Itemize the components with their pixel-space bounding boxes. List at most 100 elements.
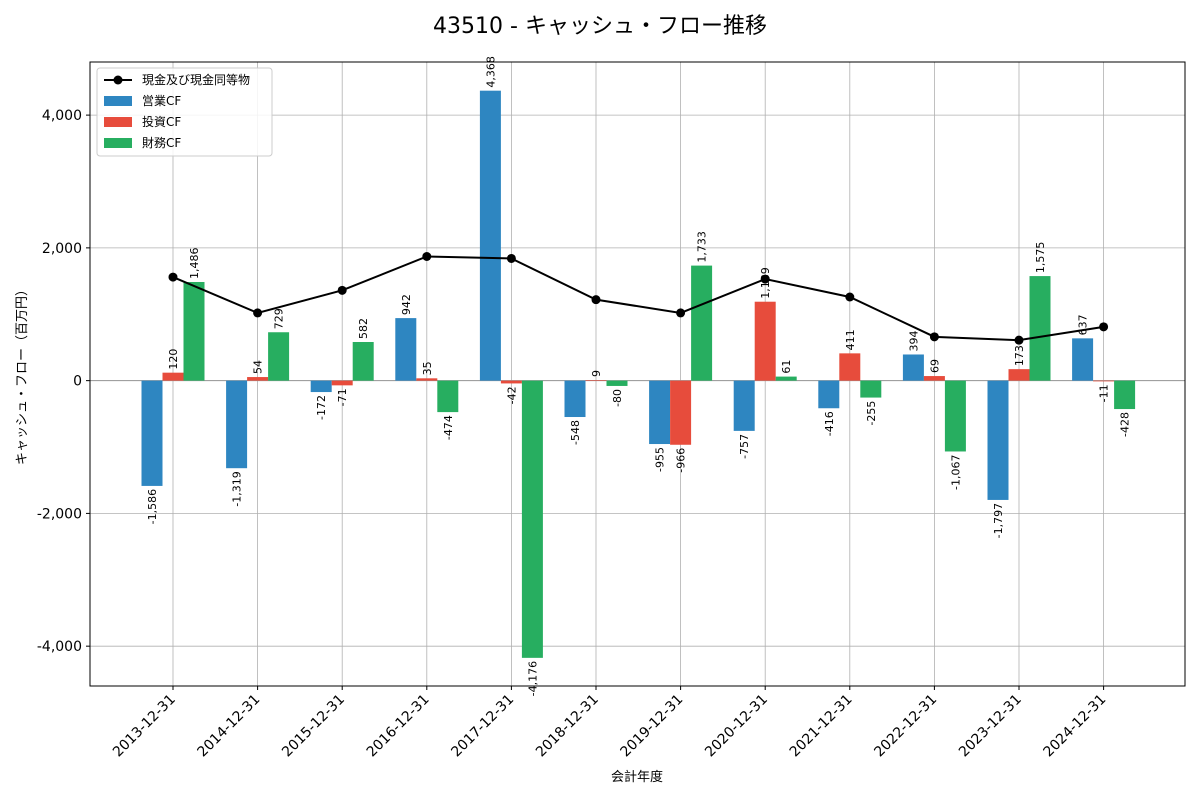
cash-line xyxy=(168,252,1109,345)
x-tick-label: 2013-12-31 xyxy=(110,692,179,761)
bar-data-label: -955 xyxy=(654,447,667,472)
bar-data-label: -11 xyxy=(1098,384,1111,402)
bar-投資CF xyxy=(247,377,269,381)
bar-data-label: -757 xyxy=(738,434,751,459)
bar-財務CF xyxy=(1114,380,1136,410)
bar-財務CF xyxy=(352,342,374,381)
cash-line-point xyxy=(929,332,939,342)
y-axis-label: キャッシュ・フロー（百万円） xyxy=(15,283,30,465)
cash-line-point xyxy=(506,253,516,263)
bar-data-label: -474 xyxy=(442,415,455,440)
cash-line-point xyxy=(591,295,601,305)
bar-営業CF xyxy=(226,380,248,469)
bar-data-label: 1,575 xyxy=(1034,242,1047,274)
bar-営業CF xyxy=(987,380,1009,500)
bar-data-label: 394 xyxy=(907,330,920,351)
bar-data-label: 173 xyxy=(1013,345,1026,366)
bar-投資CF xyxy=(754,301,776,381)
x-tick-label: 2019-12-31 xyxy=(618,692,687,761)
bar-営業CF xyxy=(902,354,924,381)
bar-data-label: -428 xyxy=(1119,412,1132,437)
bar-data-label: -1,067 xyxy=(949,454,962,489)
bar-営業CF xyxy=(564,380,586,418)
data-labels: -1,586 -1,319 -172 942 4,368 -548 -955 -757 -416… xyxy=(146,56,1132,696)
bar-財務CF xyxy=(691,265,713,381)
bar-data-label: 120 xyxy=(167,349,180,370)
x-tick-label: 2020-12-31 xyxy=(702,692,771,761)
x-tick-label: 2014-12-31 xyxy=(195,692,264,761)
bar-投資CF xyxy=(1093,380,1115,382)
bar-data-label: 35 xyxy=(421,361,434,375)
bar-投資CF xyxy=(1008,369,1030,381)
cash-line-point xyxy=(253,308,263,318)
x-tick-label: 2023-12-31 xyxy=(956,692,1025,761)
cash-line-point xyxy=(168,272,178,282)
bar-財務CF xyxy=(183,281,205,381)
y-tick-label: 4,000 xyxy=(42,108,82,124)
legend-line-marker xyxy=(113,75,123,85)
bar-data-label: -172 xyxy=(315,395,328,420)
bar-営業CF xyxy=(1072,338,1094,381)
x-tick-label: 2016-12-31 xyxy=(364,692,433,761)
bar-財務CF xyxy=(437,380,459,413)
bar-data-label: 69 xyxy=(928,359,941,373)
x-tick-label: 2018-12-31 xyxy=(533,692,602,761)
cash-line-path xyxy=(172,255,1104,342)
bar-財務CF xyxy=(944,380,966,452)
legend-box xyxy=(96,67,273,157)
legend-label: 営業CF xyxy=(142,94,181,108)
bar-投資CF xyxy=(839,353,861,381)
bar-営業CF xyxy=(395,318,417,381)
y-tick-label: -2,000 xyxy=(37,506,82,522)
bar-data-label: -1,319 xyxy=(231,471,244,506)
plot-frame xyxy=(89,61,1186,687)
cash-line-point xyxy=(760,274,770,284)
bar-data-label: 637 xyxy=(1077,314,1090,335)
y-tick-label: -4,000 xyxy=(37,639,82,655)
legend-label: 投資CF xyxy=(142,114,181,129)
bar-営業CF xyxy=(479,90,501,381)
bar-data-label: 1,733 xyxy=(696,231,709,263)
bar-営業CF xyxy=(818,380,840,409)
bar-営業CF xyxy=(141,380,163,486)
cash-line-point xyxy=(422,252,432,262)
cash-line-point xyxy=(676,308,686,318)
legend-label: 現金及び現金同等物 xyxy=(142,72,250,87)
bar-data-label: 942 xyxy=(400,294,413,315)
chart-title: 43510 - キャッシュ・フロー推移 xyxy=(433,14,767,39)
bar-data-label: 54 xyxy=(252,360,265,374)
cash-line-point xyxy=(845,292,855,302)
bar-data-label: 729 xyxy=(273,308,286,329)
x-tick-label: 2024-12-31 xyxy=(1041,692,1110,761)
cash-line-point xyxy=(1099,322,1109,332)
bar-data-label: -71 xyxy=(336,388,349,406)
legend-label: 財務CF xyxy=(142,135,181,150)
bar-data-label: 4,368 xyxy=(484,56,497,88)
bar-data-label: 1,486 xyxy=(188,247,201,279)
bar-data-label: -548 xyxy=(569,420,582,445)
x-tick-label: 2015-12-31 xyxy=(279,692,348,761)
bar-財務CF xyxy=(268,332,290,381)
bar-data-label: -42 xyxy=(505,386,518,404)
legend-bar-swatch xyxy=(104,138,132,148)
bar-財務CF xyxy=(521,380,543,658)
bar-投資CF xyxy=(923,376,945,381)
x-tick-label: 2021-12-31 xyxy=(787,692,856,761)
bar-data-label: 9 xyxy=(590,370,603,377)
bar-data-label: 1,189 xyxy=(759,267,772,299)
bar-財務CF xyxy=(1029,276,1051,381)
bar-営業CF xyxy=(649,380,671,445)
cash-line-point xyxy=(337,285,347,295)
legend-bar-swatch xyxy=(104,117,132,127)
y-tick-label: 2,000 xyxy=(42,241,82,257)
bar-data-label: -80 xyxy=(611,389,624,407)
bar-財務CF xyxy=(606,380,628,386)
x-axis-label: 会計年度 xyxy=(611,769,663,785)
bar-投資CF xyxy=(416,378,438,381)
bar-data-label: -966 xyxy=(675,448,688,473)
bar-投資CF xyxy=(500,380,522,384)
bar-財務CF xyxy=(775,376,797,381)
bars xyxy=(141,90,1136,658)
